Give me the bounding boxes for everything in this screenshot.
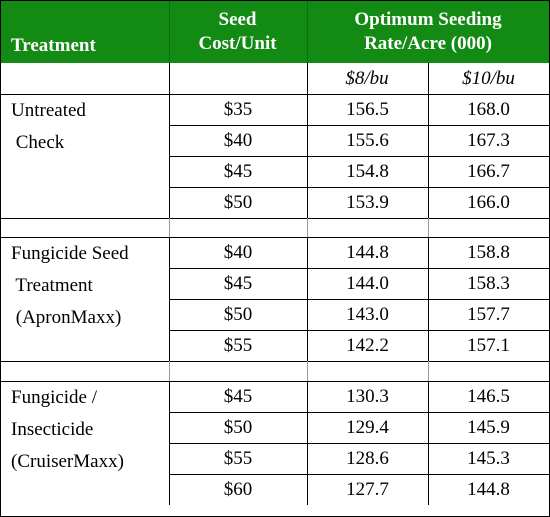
gap-column-line <box>307 361 308 381</box>
rate-8-bu-cell: 127.7 <box>346 479 389 500</box>
row-line <box>169 412 549 413</box>
subheader-column-line <box>307 63 308 94</box>
seed-cost-cell: $45 <box>223 386 253 407</box>
seed-cost-cell: $35 <box>223 99 253 120</box>
rate-10-bu-cell: 166.0 <box>467 192 510 213</box>
row-line <box>169 330 549 331</box>
table-header <box>1 1 549 63</box>
rate-8-bu-cell: 128.6 <box>346 448 389 469</box>
seed-cost-cell: $40 <box>223 130 253 151</box>
rate-10-bu-cell: 145.9 <box>467 417 510 438</box>
treatment-line: Check <box>11 132 65 153</box>
row-line <box>169 125 549 126</box>
rate-8-bu-cell: 156.5 <box>346 99 389 120</box>
seed-cost-cell: $45 <box>223 161 253 182</box>
rate-10-bu-cell: 146.5 <box>467 386 510 407</box>
rate-8-bu-cell: 142.2 <box>346 335 389 356</box>
column-line <box>169 237 170 361</box>
gap-column-line <box>428 218 429 237</box>
seed-cost-cell: $40 <box>223 242 253 263</box>
rate-10-bu-cell: 144.8 <box>467 479 510 500</box>
header-optimum-line1: Optimum Seeding <box>354 9 502 30</box>
rate-8-bu-cell: 129.4 <box>346 417 389 438</box>
row-line <box>169 443 549 444</box>
subheader-column-line <box>169 63 170 94</box>
column-line <box>307 94 308 218</box>
column-line <box>307 381 308 505</box>
seed-cost-cell: $45 <box>223 273 253 294</box>
rate-8-bu-cell: 154.8 <box>346 161 389 182</box>
treatment-line: Fungicide Seed <box>11 243 129 264</box>
rate-10-bu-cell: 167.3 <box>467 130 510 151</box>
row-line <box>169 299 549 300</box>
treatment-line: Untreated <box>11 100 86 121</box>
row-line <box>169 268 549 269</box>
row-line <box>169 187 549 188</box>
header-separator <box>307 1 308 63</box>
rate-8-bu-cell: 143.0 <box>346 304 389 325</box>
rate-10-bu-cell: 145.3 <box>467 448 510 469</box>
rate-10-bu-cell: 166.7 <box>467 161 510 182</box>
treatment-label: Fungicide / Insecticide (CruiserMaxx) <box>11 382 169 478</box>
rate-8-bu-cell: 130.3 <box>346 386 389 407</box>
header-optimum-line2: Rate/Acre (000) <box>364 33 492 54</box>
group-bottom-line <box>1 218 549 219</box>
group-top-line <box>1 237 549 238</box>
header-seed-line2: Cost/Unit <box>198 33 277 54</box>
header-seed-cost: Seed Cost/Unit <box>169 8 306 56</box>
header-separator <box>169 1 170 63</box>
gap-column-line <box>169 361 170 381</box>
price-10-bu: $10/bu <box>462 68 515 89</box>
column-line <box>428 94 429 218</box>
row-line <box>169 474 549 475</box>
treatment-line: (CruiserMaxx) <box>11 451 124 472</box>
seed-cost-cell: $60 <box>223 479 253 500</box>
seed-cost-cell: $50 <box>223 417 253 438</box>
seed-cost-cell: $55 <box>223 448 253 469</box>
rate-10-bu-cell: 158.8 <box>467 242 510 263</box>
rate-10-bu-cell: 157.1 <box>467 335 510 356</box>
seed-cost-cell: $55 <box>223 335 253 356</box>
subheader-column-line <box>428 63 429 94</box>
header-treatment: Treatment <box>11 35 96 56</box>
rate-8-bu-cell: 153.9 <box>346 192 389 213</box>
rate-10-bu-cell: 157.7 <box>467 304 510 325</box>
column-line <box>428 381 429 505</box>
gap-column-line <box>169 218 170 237</box>
treatment-line: (ApronMaxx) <box>11 307 122 328</box>
seed-cost-cell: $50 <box>223 304 253 325</box>
treatment-line: Treatment <box>11 275 93 296</box>
treatment-label: Untreated Check <box>11 95 169 159</box>
group-bottom-line <box>1 361 549 362</box>
row-line <box>169 156 549 157</box>
rate-8-bu-cell: 144.0 <box>346 273 389 294</box>
gap-column-line <box>307 218 308 237</box>
rate-8-bu-cell: 155.6 <box>346 130 389 151</box>
column-line <box>169 381 170 505</box>
price-8-bu: $8/bu <box>345 68 389 89</box>
rate-10-bu-cell: 168.0 <box>467 99 510 120</box>
group-top-line <box>1 381 549 382</box>
gap-column-line <box>428 361 429 381</box>
rate-10-bu-cell: 158.3 <box>467 273 510 294</box>
rate-8-bu-cell: 144.8 <box>346 242 389 263</box>
seed-cost-cell: $50 <box>223 192 253 213</box>
header-optimum: Optimum Seeding Rate/Acre (000) <box>307 8 549 56</box>
treatment-label: Fungicide Seed Treatment (ApronMaxx) <box>11 238 169 334</box>
treatment-line: Insecticide <box>11 419 94 440</box>
header-seed-line1: Seed <box>218 9 257 30</box>
column-line <box>169 94 170 218</box>
treatment-line: Fungicide / <box>11 387 98 408</box>
subheader-bottom-line <box>1 94 549 95</box>
column-line <box>307 237 308 361</box>
column-line <box>428 237 429 361</box>
